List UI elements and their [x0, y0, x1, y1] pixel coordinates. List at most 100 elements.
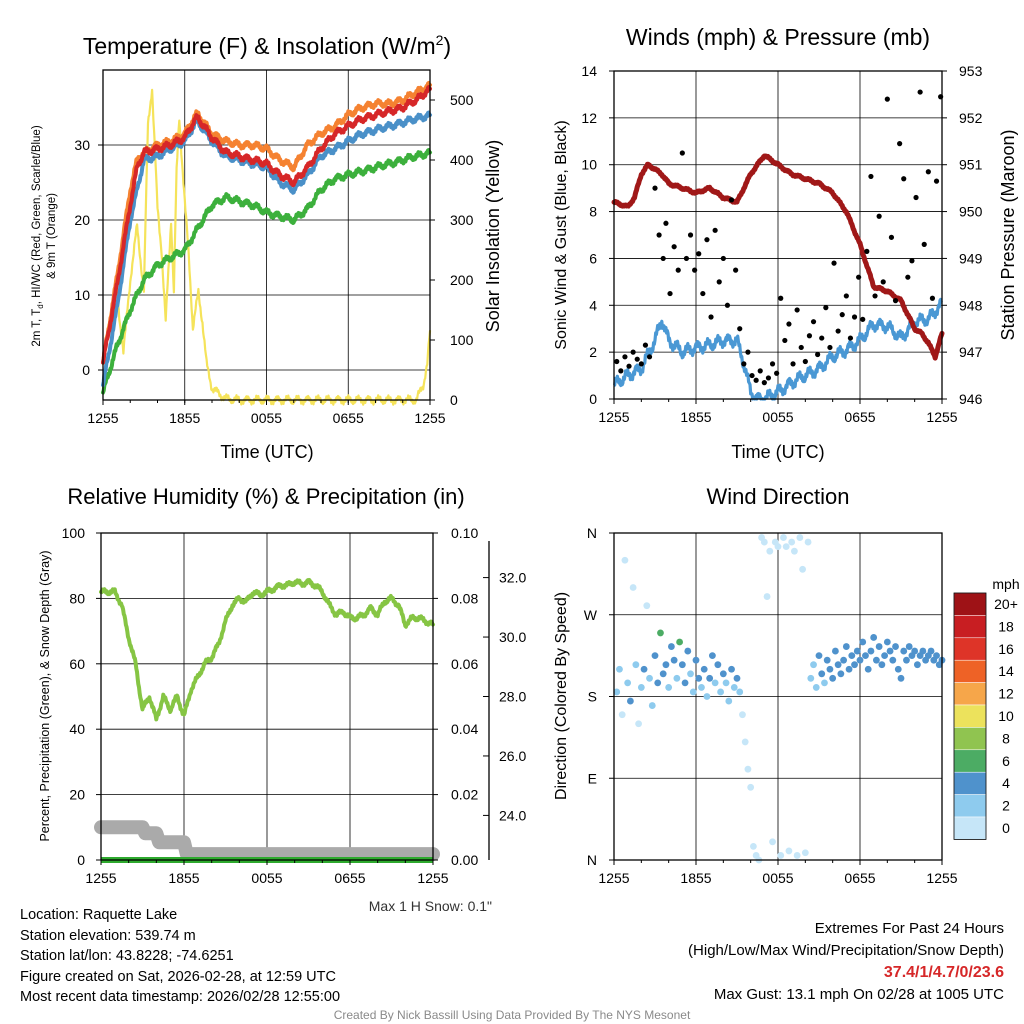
- winds-ytick-label: 14: [581, 63, 597, 79]
- gust-point: [892, 298, 899, 304]
- direction-xtick-label: 1255: [926, 870, 957, 886]
- direction-point: [621, 556, 629, 564]
- gust-point: [638, 361, 644, 367]
- direction-point: [632, 661, 640, 669]
- temperature-ytick-label: 10: [74, 287, 90, 303]
- winds-xtick-label: 0055: [762, 409, 793, 425]
- direction-point: [780, 534, 787, 541]
- gust-point: [716, 279, 722, 285]
- legend-swatch: [953, 771, 987, 795]
- snow-max-annotation: Max 1 H Snow: 0.1": [369, 898, 492, 914]
- humidity-ytick-label: 80: [69, 590, 85, 606]
- legend-swatch: [953, 615, 987, 639]
- temperature-ytick-right-label: 400: [450, 152, 474, 168]
- direction-point: [613, 688, 621, 696]
- gust-point: [778, 295, 784, 301]
- gust-point: [864, 248, 870, 254]
- direction-point: [881, 652, 888, 660]
- humidity-ytick-label: 0: [77, 852, 85, 868]
- direction-point: [728, 665, 735, 673]
- gust-point: [671, 244, 677, 250]
- gust-point: [888, 234, 895, 240]
- winds-ytick-right-label: 952: [959, 110, 983, 126]
- gust-point: [929, 295, 936, 301]
- snow-ytick-label: 32.0: [499, 570, 526, 586]
- gust-point: [769, 361, 776, 367]
- gust-point: [618, 368, 624, 374]
- temperature-series-2m-t: [101, 85, 432, 365]
- gust-point: [782, 337, 788, 344]
- direction-point: [793, 852, 801, 859]
- winds-ytick-label: 6: [589, 250, 597, 266]
- station-info: Location: Raquette Lake Station elevatio…: [20, 905, 340, 1008]
- gust-point: [897, 141, 903, 147]
- gust-point: [728, 197, 735, 203]
- gust-point: [860, 316, 866, 322]
- direction-point: [933, 652, 940, 660]
- humidity-ytick-right-label: 0.02: [451, 787, 478, 803]
- gust-point: [921, 241, 927, 247]
- direction-point: [648, 702, 656, 709]
- direction-point: [676, 638, 683, 646]
- gust-point: [843, 293, 849, 299]
- direction-point: [878, 661, 886, 669]
- direction-point: [875, 643, 883, 650]
- gust-point: [909, 258, 915, 264]
- legend-label: 16: [998, 641, 1014, 657]
- humidity-xtick-label: 1255: [85, 870, 116, 886]
- winds-xtick-label: 1255: [598, 409, 629, 425]
- temperature-xtick-label: 0055: [251, 410, 282, 426]
- direction-point: [894, 665, 902, 673]
- extremes-box: Extremes For Past 24 Hours (High/Low/Max…: [688, 918, 1004, 1006]
- legend-label: 8: [1002, 730, 1010, 746]
- direction-point: [862, 652, 869, 660]
- direction-point: [905, 643, 913, 650]
- direction-point: [627, 697, 634, 705]
- winds-ytick-label: 12: [581, 110, 597, 126]
- temperature-ytick-label: 20: [74, 212, 90, 228]
- winds-ytick-label: 8: [589, 204, 597, 220]
- gust-point: [757, 368, 763, 374]
- gust-point: [652, 185, 658, 191]
- direction-point: [741, 738, 749, 746]
- direction-point: [703, 693, 711, 700]
- direction-point: [834, 661, 842, 669]
- direction-point: [892, 643, 899, 650]
- direction-point: [700, 665, 708, 673]
- temperature-series-td: [101, 148, 432, 395]
- direction-point: [698, 684, 705, 691]
- direction-point: [657, 629, 664, 637]
- temperature-xtick-label: 1255: [87, 410, 118, 426]
- extremes-values: 37.4/1/4.7/0/23.6: [883, 964, 1004, 981]
- gust-point: [917, 89, 923, 95]
- winds-ytick-right-label: 946: [959, 391, 983, 407]
- gust-point: [925, 169, 931, 175]
- temperature-panel: Temperature (F) & Insolation (W/m2) Time…: [31, 32, 503, 462]
- legend-swatch: [953, 749, 987, 773]
- direction-xtick-label: 1855: [680, 870, 711, 886]
- gust-point: [704, 237, 710, 243]
- humidity-ytick-right-label: 0.08: [451, 590, 478, 606]
- direction-point: [689, 688, 697, 696]
- gust-point: [724, 302, 731, 308]
- temperature-ytick-label: 0: [82, 362, 90, 378]
- direction-point: [643, 602, 651, 610]
- direction-point: [670, 656, 678, 664]
- direction-point: [681, 679, 689, 687]
- temperature-ytick-label: 30: [74, 137, 90, 153]
- snow-ytick-label: 28.0: [499, 689, 526, 705]
- direction-point: [635, 720, 642, 728]
- gust-point: [827, 344, 833, 351]
- gust-point: [876, 213, 882, 219]
- direction-point: [624, 679, 632, 687]
- humidity-ytick-right-label: 0.00: [451, 852, 478, 868]
- direction-point: [821, 679, 828, 687]
- direction-point: [711, 679, 719, 687]
- temperature-ytick-right-label: 300: [450, 212, 474, 228]
- gust-point: [815, 351, 821, 358]
- direction-point: [706, 674, 714, 682]
- legend-swatch: [953, 659, 987, 683]
- direction-point: [659, 670, 667, 678]
- gust-point: [798, 344, 804, 351]
- direction-point: [618, 711, 626, 719]
